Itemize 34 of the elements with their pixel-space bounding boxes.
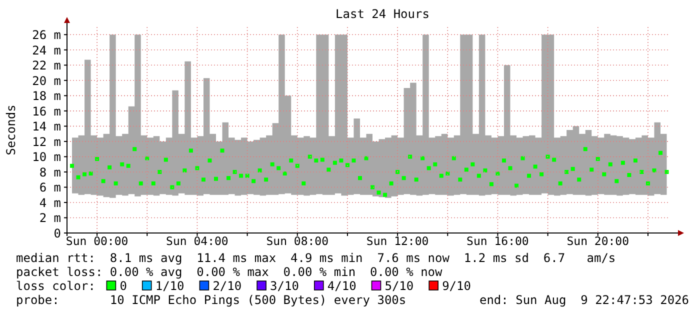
legend-title: loss color: xyxy=(16,279,96,293)
y-tick-label: 24 m xyxy=(32,43,61,58)
x-tick-label: Sun 04:00 xyxy=(166,234,228,248)
y-tick-label: 16 m xyxy=(32,104,61,118)
y-tick-label: 12 m xyxy=(32,134,61,149)
y-axis-title: Seconds xyxy=(4,104,18,156)
legend-label: 1/10 xyxy=(155,279,184,293)
legend-label: 0 xyxy=(120,279,127,293)
x-tick-label: Sun 12:00 xyxy=(366,234,429,248)
text: median rtt: 8.1 ms avg 11.4 ms max 4.9 ms min 7.6 ms now 1.2 ms sd 6.7 am/s xyxy=(16,251,616,265)
y-tick-label: 26 m xyxy=(32,28,61,42)
x-tick-label: Sun 08:00 xyxy=(266,234,329,248)
legend-label: 5/10 xyxy=(384,279,414,293)
legend-label: 2/10 xyxy=(212,279,242,293)
y-tick-label: 14 m xyxy=(32,120,61,134)
y-tick-label: 2 m xyxy=(39,211,61,226)
x-tick-label: Sun 00:00 xyxy=(66,234,128,248)
y-tick-label: 22 m xyxy=(32,58,61,73)
y-tick-label: 10 m xyxy=(32,150,61,164)
legend-label: 4/10 xyxy=(327,279,356,293)
legend-label: 3/10 xyxy=(270,279,299,293)
y-tick-label: 6 m xyxy=(39,180,61,195)
x-tick-label: Sun 16:00 xyxy=(466,234,529,248)
y-tick-label: 4 m xyxy=(39,196,61,210)
text: packet loss: 0.00 % avg 0.00 % max 0.00 % min 0.00 % now xyxy=(16,265,444,279)
y-tick-label: 8 m xyxy=(39,165,61,180)
text: probe: 10 ICMP Echo Pings (500 Bytes) every 300s xyxy=(16,293,406,307)
y-tick-label: 20 m xyxy=(32,74,61,88)
chart-title: Last 24 Hours xyxy=(336,7,430,21)
text: end: Sun Aug 9 22:47:53 2026 xyxy=(479,293,689,307)
legend-label: 9/10 xyxy=(442,279,471,293)
y-tick-label: 18 m xyxy=(32,89,61,104)
y-tick-label: 0 xyxy=(54,226,61,240)
x-tick-label: Sun 20:00 xyxy=(566,234,630,248)
